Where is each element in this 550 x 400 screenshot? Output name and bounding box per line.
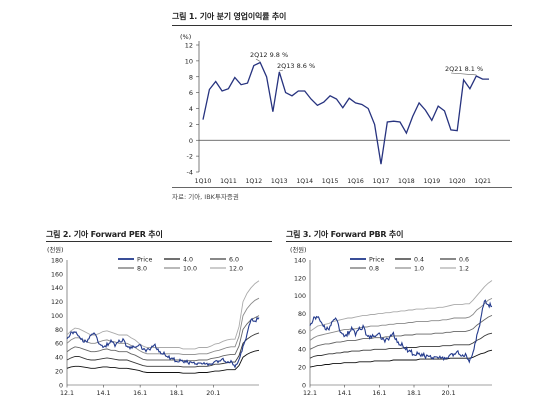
figure2-y-tick-label: 40 <box>55 355 63 362</box>
figure2-legend-label: Price <box>137 256 152 263</box>
figure1-x-tick-label: 1Q10 <box>195 178 212 185</box>
figure1-line <box>202 61 489 165</box>
figure1-y-tick-label: 12 <box>185 42 193 50</box>
figure1-y-tick-label: 2 <box>189 121 193 129</box>
figure3-x-tick-label: 20.1 <box>442 390 456 397</box>
figure2-unit-label: (천원) <box>47 245 64 254</box>
figure1-x-tick-label: 1Q13 <box>271 178 288 185</box>
figure1-annotation-leader <box>450 72 477 76</box>
figure2-legend-label: 4.0 <box>183 256 193 263</box>
figure2-series-line <box>66 349 260 374</box>
figure1-x-tick-label: 1Q18 <box>398 178 415 185</box>
figure1-y-tick-label: 10 <box>185 57 193 65</box>
figure3-series-line <box>309 280 493 332</box>
figure1-x-tick-label: 1Q19 <box>423 178 440 185</box>
figure3-legend-label: Price <box>369 256 384 263</box>
figure3-title-rule <box>286 241 512 242</box>
figure3-legend-label: 1.2 <box>459 265 469 272</box>
figure3-series-line <box>309 332 493 359</box>
figure1-y-tick-label: 6 <box>189 89 193 97</box>
figure2-legend-label: 10.0 <box>183 265 197 272</box>
figure3-x-tick-label: 14.1 <box>338 390 352 397</box>
figure3-y-tick-label: 20 <box>298 365 306 372</box>
figure1-y-tick-label: 4 <box>189 105 193 113</box>
figure1-x-tick-label: 1Q11 <box>220 178 237 185</box>
figure3-x-tick-label: 16.1 <box>372 390 386 397</box>
figure1-x-tick-label: 1Q15 <box>322 178 339 185</box>
figure1-annotation-leader <box>279 69 284 72</box>
figure1-unit-label: (%) <box>180 33 191 41</box>
figure1-annotation: 2Q21 8.1 % <box>445 65 483 73</box>
figure1-annotation-leader <box>255 58 261 62</box>
figure3-legend-label: 0.6 <box>459 256 469 263</box>
figure2-legend-label: 8.0 <box>137 265 147 272</box>
figure3-x-tick-label: 12.1 <box>303 390 317 397</box>
figure2-x-tick-label: 14.1 <box>97 390 111 397</box>
figure2-x-tick-label: 16.1 <box>133 390 147 397</box>
figure2-x-tick-label: 20.1 <box>206 390 220 397</box>
figure2-x-tick-label: 12.1 <box>60 390 74 397</box>
figure3-legend-label: 1.0 <box>414 265 424 272</box>
figure1-x-tick-label: 1Q20 <box>449 178 466 185</box>
figure1-x-tick-label: 1Q16 <box>347 178 364 185</box>
figure2-y-tick-label: 0 <box>59 382 63 389</box>
figure1-x-tick-label: 1Q14 <box>296 178 313 185</box>
figure3-series-line <box>309 314 493 350</box>
figure2-legend-label: 12.0 <box>229 265 243 272</box>
figure2-y-tick-label: 80 <box>55 327 63 334</box>
figure1-y-tick-label: -4 <box>187 169 193 177</box>
figure1-y-tick-label: -2 <box>187 153 193 161</box>
figure2-y-tick-label: 160 <box>51 271 63 278</box>
figure3-legend-label: 0.8 <box>369 265 379 272</box>
figure2-title: 그림 2. 기아 Forward PER 추이 <box>46 230 163 239</box>
figure1-x-tick-label: 1Q12 <box>246 178 263 185</box>
figure3-title: 그림 3. 기아 Forward PBR 추이 <box>286 230 404 239</box>
figure3-unit-label: (천원) <box>290 245 307 254</box>
figure1-x-tick-label: 1Q17 <box>373 178 390 185</box>
figure2-title-rule <box>46 241 272 242</box>
figure2-legend-label: 6.0 <box>229 256 239 263</box>
figure3-y-tick-label: 40 <box>298 347 306 354</box>
figure2-y-tick-label: 140 <box>51 285 63 292</box>
figure1-title-rule <box>172 25 512 26</box>
figure1-x-tick-label: 1Q21 <box>474 178 491 185</box>
figure3-y-tick-label: 0 <box>302 382 306 389</box>
figure1-y-tick-label: 8 <box>189 73 193 81</box>
figure3-x-tick-label: 18.1 <box>407 390 421 397</box>
figure2-y-tick-label: 20 <box>55 369 63 376</box>
figure1-bottom-rule <box>172 187 512 188</box>
figure2-y-tick-label: 60 <box>55 341 63 348</box>
figure2-y-tick-label: 180 <box>51 257 63 264</box>
figure2-y-tick-label: 100 <box>51 313 63 320</box>
figure1-y-tick-label: 0 <box>189 137 193 145</box>
figure3-legend-label: 0.4 <box>414 256 424 263</box>
figure3-price-line <box>309 299 493 364</box>
figure3-series-line <box>309 297 493 341</box>
figure2-series-line <box>66 315 260 362</box>
figure3-series-line <box>309 349 493 368</box>
figure2-x-tick-label: 18.1 <box>170 390 184 397</box>
figure3-y-tick-label: 120 <box>294 275 306 282</box>
figure2-y-tick-label: 120 <box>51 299 63 306</box>
figure2-price-line <box>66 316 260 369</box>
figure1-annotation: 2Q13 8.6 % <box>277 62 315 70</box>
figure3-y-tick-label: 60 <box>298 329 306 336</box>
figure1-source: 자료: 기아, IBK투자증권 <box>172 193 239 201</box>
figure3-y-tick-label: 80 <box>298 311 306 318</box>
figure2-series-line <box>66 280 260 350</box>
figure1-annotation: 2Q12 9.8 % <box>250 51 288 59</box>
figure3-y-tick-label: 140 <box>294 257 306 264</box>
figure3-y-tick-label: 100 <box>294 293 306 300</box>
figure1-title: 그림 1. 기아 분기 영업이익률 추이 <box>172 12 287 21</box>
